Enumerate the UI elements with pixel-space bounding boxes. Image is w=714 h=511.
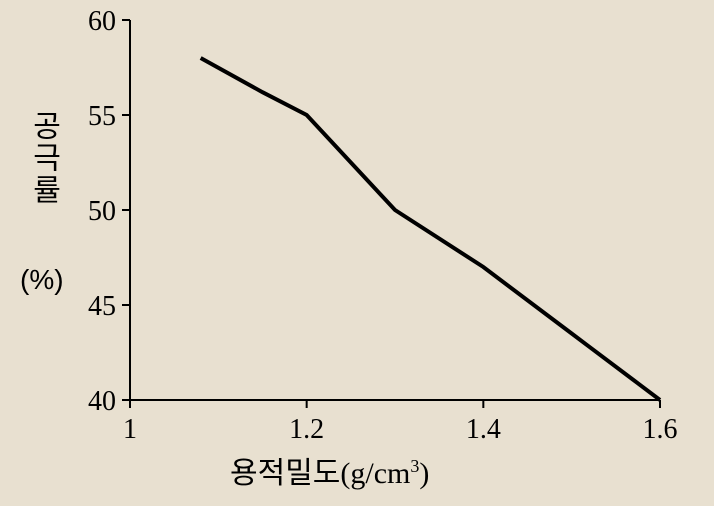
- x-axis-title: 용적밀도(g/cm3): [230, 448, 429, 492]
- y-tick-label: 55: [88, 101, 116, 132]
- x-tick-label: 1.4: [466, 414, 501, 445]
- x-axis-title-suffix: ): [419, 457, 429, 490]
- chart-container: 40 45 50 55 60 1 1.2 1.4 1.6 공극률 (%) 용적밀도(g/cm3…: [0, 0, 714, 506]
- chart-background: [0, 0, 714, 506]
- y-tick-label: 45: [88, 291, 116, 322]
- y-tick-label: 60: [88, 6, 116, 37]
- y-axis-unit: (%): [20, 264, 64, 296]
- x-tick-label: 1.2: [289, 414, 324, 445]
- x-tick-label: 1.6: [643, 414, 678, 445]
- x-axis-title-prefix: 용적밀도(g/cm: [230, 457, 410, 490]
- y-tick-label: 50: [88, 196, 116, 227]
- x-tick-label: 1: [123, 414, 137, 445]
- chart-svg: 40 45 50 55 60 1 1.2 1.4 1.6: [0, 0, 714, 506]
- y-tick-label: 40: [88, 386, 116, 417]
- y-axis-title: 공극률: [28, 110, 58, 206]
